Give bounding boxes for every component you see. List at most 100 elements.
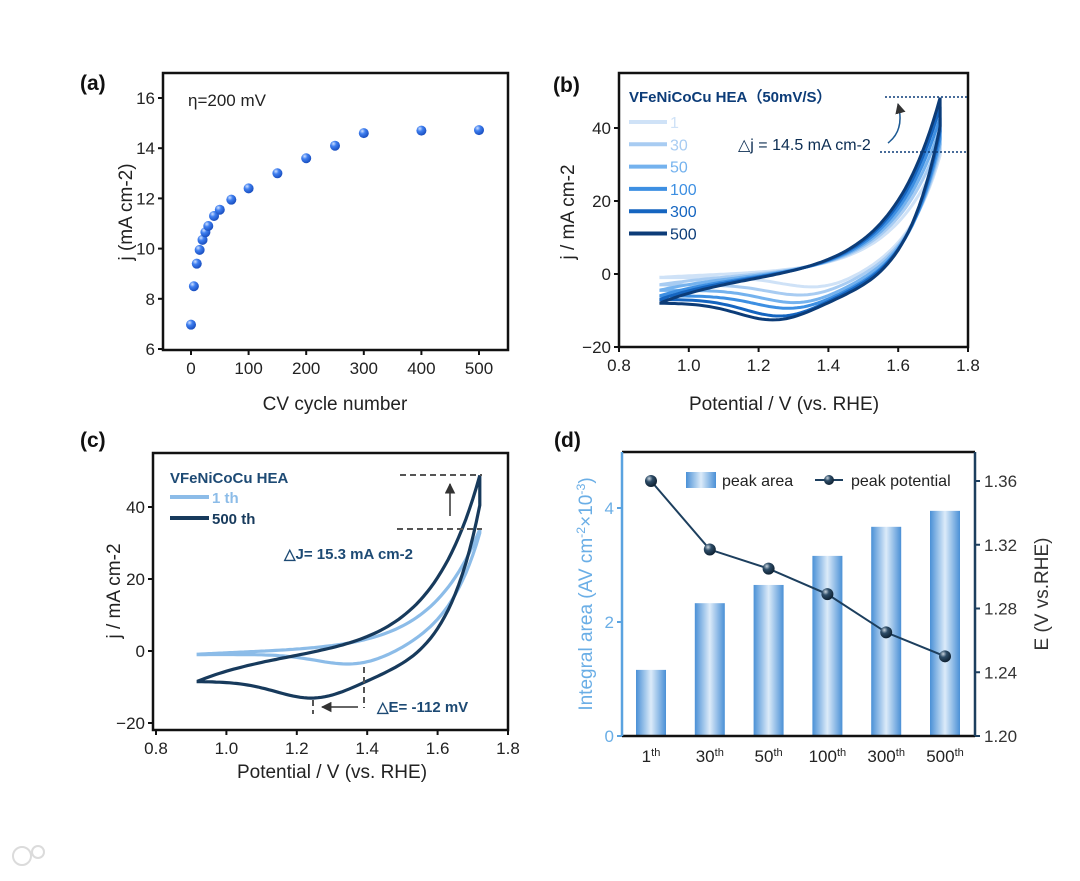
y-axis-label: j / mA cm-2: [104, 543, 125, 639]
y-axis-label-right: E (V vs.RHE): [1032, 538, 1053, 651]
legend-label: 500: [670, 227, 697, 244]
data-point: [821, 588, 834, 601]
annotation: η=200 mV: [188, 91, 267, 110]
bar-30: [694, 603, 725, 736]
x-tick-label: 1.4: [817, 356, 841, 375]
data-point: [203, 221, 214, 232]
x-tick-label: 300: [350, 359, 378, 378]
x-tick-label: 1th: [642, 747, 661, 766]
x-tick-label: 300th: [867, 747, 905, 766]
x-axis-label: Potential / V (vs. RHE): [689, 394, 879, 415]
y-tick-label: 40: [126, 498, 145, 517]
data-point: [191, 258, 202, 269]
data-point: [194, 244, 205, 255]
y-tick-label-right: 1.28: [984, 600, 1017, 619]
data-point: [188, 281, 199, 292]
x-tick-label: 50th: [755, 747, 783, 766]
panel-a: (a) 0 100 200 300 400 500 6 8 10 12 14 16 η=200 mV CV …: [80, 71, 510, 415]
legend-title: VFeNiCoCu HEA: [170, 470, 289, 487]
bar-50: [753, 584, 784, 736]
x-tick-label: 1.0: [677, 356, 701, 375]
y-tick-label: 6: [146, 340, 155, 359]
y-tick-label: 0: [602, 265, 611, 284]
y-tick-label: 8: [146, 290, 155, 309]
bar-500: [930, 510, 960, 736]
cv-curve-500th: [196, 474, 482, 700]
watermark-logo: [12, 845, 45, 866]
data-point: [272, 168, 283, 179]
panel-d: (d) 0 2 4 1.20 1.24 1.28 1.32 1.36 1th 30th 50th 100…: [554, 429, 1053, 766]
x-tick-label: 1.2: [285, 739, 309, 758]
legend-label: 300: [670, 204, 697, 221]
data-point: [197, 234, 208, 245]
y-tick-label-left: 2: [605, 613, 614, 632]
delta-e-annotation: △E= -112 mV: [376, 699, 468, 716]
legend-label: 500 th: [212, 511, 255, 528]
cv-curve-500: [659, 97, 942, 322]
x-tick-label: 1.8: [496, 739, 520, 758]
plot-frame: [617, 71, 970, 349]
data-point: [243, 183, 254, 194]
data-point: [186, 319, 196, 330]
y-tick-label: 20: [592, 192, 611, 211]
bar-1: [636, 669, 666, 736]
delta-j-annotation: △j = 14.5 mA cm-2: [738, 137, 871, 154]
panel-label: (a): [80, 72, 106, 95]
y-tick-label-right: 1.36: [984, 472, 1017, 491]
x-axis-label: CV cycle number: [263, 394, 408, 415]
y-axis-label: j / mA cm-2: [558, 164, 579, 260]
data-point: [330, 140, 340, 151]
y-tick-label: 12: [136, 189, 155, 208]
plot-frame: [161, 71, 510, 352]
y-tick-label-right: 1.24: [984, 663, 1017, 682]
legend-label: peak area: [722, 473, 793, 490]
plot-frame: [151, 451, 510, 732]
data-point: [214, 204, 225, 215]
data-point: [416, 125, 427, 136]
cv-curve-30: [659, 138, 942, 297]
x-tick-label: 100th: [809, 747, 847, 766]
y-axis-label-left: Integral area (AV cm-2×10-3): [574, 477, 597, 710]
x-tick-label: 1.2: [747, 356, 771, 375]
y-tick-label-right: 1.20: [984, 727, 1017, 746]
y-tick-label: 0: [136, 642, 145, 661]
x-tick-label: 1.6: [426, 739, 450, 758]
peak-potential-line: [650, 480, 946, 658]
data-point: [703, 543, 716, 556]
x-tick-label: 500: [465, 359, 493, 378]
y-tick-label-right: 1.32: [984, 536, 1017, 555]
y-tick-label-left: 0: [605, 727, 614, 746]
x-tick-label: 500th: [926, 747, 964, 766]
x-tick-label: 1.8: [956, 356, 980, 375]
delta-j-annotation: △J= 15.3 mA cm-2: [283, 546, 413, 563]
y-tick-label: 14: [136, 139, 155, 158]
data-point: [762, 562, 775, 575]
legend-label: 100: [670, 182, 697, 199]
y-tick-label: −20: [116, 714, 145, 733]
bar-100: [812, 555, 843, 736]
y-tick-label: 16: [136, 89, 155, 108]
legend-title: VFeNiCoCu HEA（50mV/S）: [629, 88, 832, 106]
legend-label: 30: [670, 137, 688, 154]
legend-marker: [824, 475, 834, 485]
y-tick-label: 40: [592, 119, 611, 138]
data-point: [880, 626, 893, 639]
x-tick-label: 1.0: [215, 739, 239, 758]
y-tick-label: −20: [582, 338, 611, 357]
data-point: [301, 153, 312, 164]
legend-label: peak potential: [851, 473, 951, 490]
x-tick-label: 200: [292, 359, 320, 378]
data-point: [939, 650, 951, 663]
legend-label: 1: [670, 115, 679, 132]
x-tick-label: 30th: [696, 747, 724, 766]
y-tick-label: 10: [136, 240, 155, 259]
y-tick-label: 20: [126, 570, 145, 589]
panel-label: (c): [80, 429, 106, 452]
arrow-icon: [887, 102, 906, 144]
x-tick-label: 100: [234, 359, 262, 378]
panel-c: (c) 0.8 1.0 1.2 1.4 1.6 1.8 −20 0 20 40 VFeNiCoCu H…: [80, 429, 520, 783]
y-tick-label-left: 4: [605, 499, 614, 518]
data-point: [474, 125, 484, 136]
x-tick-label: 1.6: [886, 356, 910, 375]
